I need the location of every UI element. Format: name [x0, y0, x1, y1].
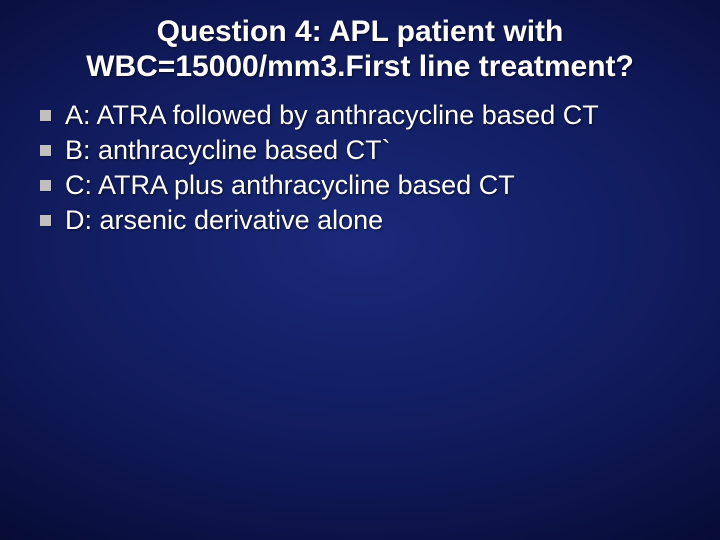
bullet-list: A: ATRA followed by anthracycline based …: [0, 95, 720, 237]
square-bullet-icon: [40, 215, 51, 226]
list-item-text: B: anthracycline based CT`: [65, 134, 680, 167]
list-item: C: ATRA plus anthracycline based CT: [40, 169, 680, 202]
list-item-text: C: ATRA plus anthracycline based CT: [65, 169, 680, 202]
slide: Question 4: APL patient with WBC=15000/m…: [0, 0, 720, 540]
list-item-text: D: arsenic derivative alone: [65, 204, 680, 237]
square-bullet-icon: [40, 110, 51, 121]
square-bullet-icon: [40, 180, 51, 191]
square-bullet-icon: [40, 145, 51, 156]
list-item: A: ATRA followed by anthracycline based …: [40, 99, 680, 132]
slide-title: Question 4: APL patient with WBC=15000/m…: [0, 0, 720, 95]
list-item-text: A: ATRA followed by anthracycline based …: [65, 99, 680, 132]
list-item: B: anthracycline based CT`: [40, 134, 680, 167]
list-item: D: arsenic derivative alone: [40, 204, 680, 237]
